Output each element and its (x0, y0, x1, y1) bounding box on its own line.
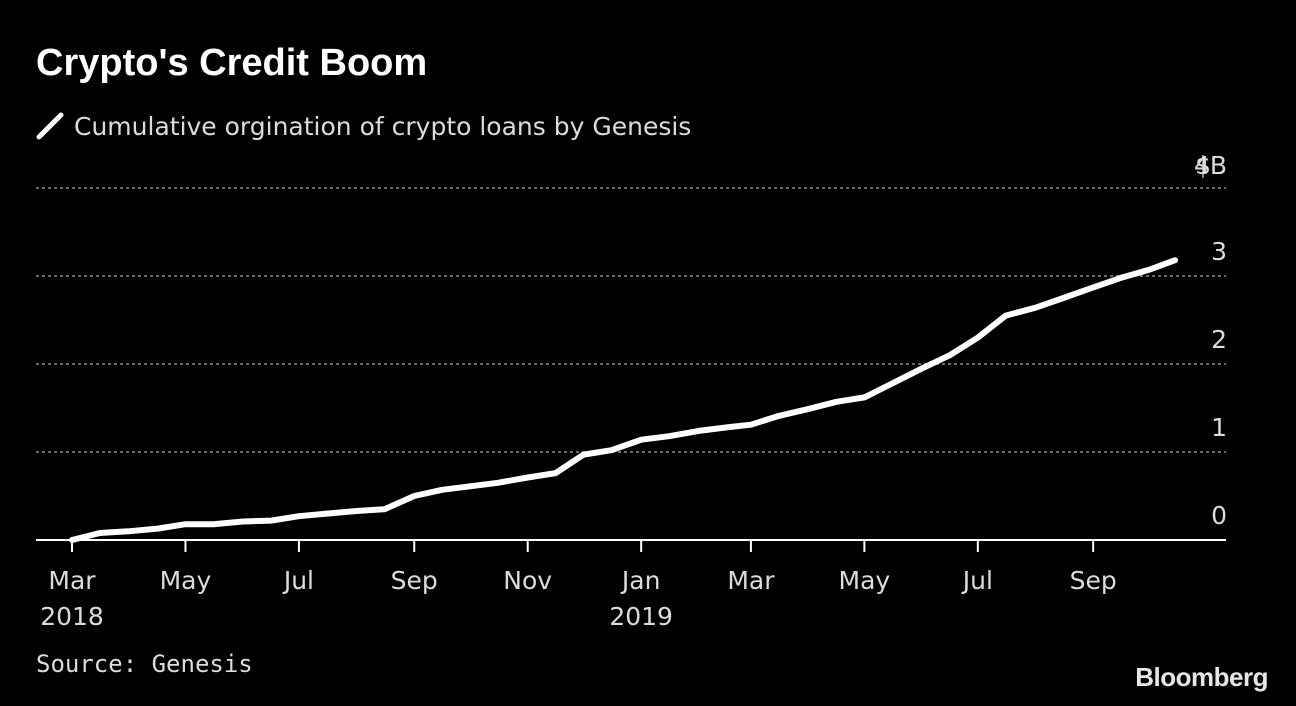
data-point (1032, 305, 1038, 311)
y-tick-label-3: 3 (1211, 237, 1227, 266)
gridlines (36, 187, 1226, 453)
y-tick-label-0: 0 (1211, 501, 1227, 530)
legend-line-icon (36, 112, 64, 140)
data-point (495, 480, 501, 486)
data-point (97, 530, 103, 536)
data-point (608, 447, 614, 453)
data-point (1090, 284, 1096, 290)
data-point (296, 513, 302, 519)
x-tick-label-3: Sep (391, 566, 438, 595)
x-tick-label-5: Jan (620, 566, 661, 595)
data-point (1003, 313, 1009, 319)
data-point (975, 335, 981, 341)
data-point (69, 537, 75, 543)
data-point (268, 518, 274, 524)
data-point (638, 437, 644, 443)
data-point (354, 508, 360, 514)
y-tick-label-4: 4B (1194, 151, 1227, 180)
x-year-label-0: 2018 (40, 602, 104, 631)
x-tick-label-1: May (160, 566, 212, 595)
data-point (666, 433, 672, 439)
data-point (889, 380, 895, 386)
x-tick-label-8: Jul (961, 566, 993, 595)
series-layer (69, 257, 1178, 543)
data-point (127, 528, 133, 534)
source-note: Source: Genesis (36, 650, 253, 678)
data-point (467, 483, 473, 489)
data-point (833, 399, 839, 405)
x-tick-label-4: Nov (503, 566, 552, 595)
data-point (553, 470, 559, 476)
chart-title: Crypto's Credit Boom (36, 42, 428, 84)
series-line (69, 257, 1178, 543)
data-point (525, 475, 531, 481)
data-point (696, 428, 702, 434)
data-point (581, 452, 587, 458)
x-tick-label-2: Jul (282, 566, 314, 595)
x-year-label-5: 2019 (609, 602, 673, 631)
data-point (210, 521, 216, 527)
x-axis: Mar 2018 May Jul Sep Nov Jan 2019 Mar May Jul Sep (36, 539, 1226, 631)
data-point (155, 526, 161, 532)
data-point (1172, 257, 1178, 263)
x-tick-label-7: May (839, 566, 891, 595)
y-unit-prefix: $ (1195, 151, 1211, 180)
y-axis: 0 1 2 3 $4B (1194, 151, 1227, 530)
data-point (1060, 295, 1066, 301)
legend: Cumulative orgination of crypto loans by… (36, 108, 691, 144)
y-tick-label-1: 1 (1211, 413, 1227, 442)
data-point (748, 422, 754, 428)
data-point (411, 493, 417, 499)
data-point (947, 352, 953, 358)
legend-label: Cumulative orgination of crypto loans by… (74, 111, 692, 141)
data-point (724, 424, 730, 430)
x-tick-label-9: Sep (1070, 566, 1117, 595)
x-tick-label-0: Mar (48, 566, 96, 595)
y-tick-label-2: 2 (1211, 325, 1227, 354)
data-point (439, 487, 445, 493)
data-point (776, 413, 782, 419)
data-point (182, 521, 188, 527)
data-point (1118, 275, 1124, 281)
data-point (324, 511, 330, 517)
data-point (381, 506, 387, 512)
bloomberg-logo: Bloomberg (1135, 662, 1268, 692)
x-tick-label-6: Mar (727, 566, 775, 595)
data-point (861, 394, 867, 400)
data-point (919, 365, 925, 371)
data-point (1146, 267, 1152, 273)
data-point (806, 406, 812, 412)
data-point (240, 519, 246, 525)
